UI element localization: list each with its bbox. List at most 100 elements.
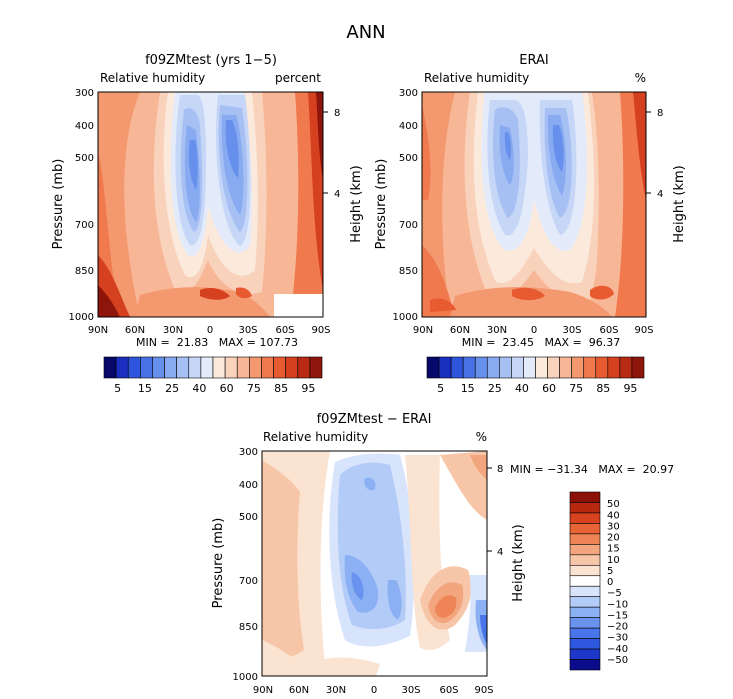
- colorbar-swatch: [115, 356, 129, 379]
- colorbar-label: 60: [220, 382, 234, 395]
- contour-field: [98, 92, 323, 317]
- y-tick-label: 850: [399, 266, 418, 277]
- colorbar-swatch: [569, 585, 601, 598]
- colorbar-swatch: [569, 575, 601, 587]
- colorbar-label: 85: [596, 382, 610, 395]
- colorbar-label: 30: [607, 521, 620, 532]
- y-tick-label: 1000: [233, 672, 258, 683]
- x-tick-label: 60N: [450, 325, 470, 336]
- x-tick-label: 0: [371, 685, 377, 696]
- colorbar-swatch: [569, 617, 601, 629]
- y-tick-label: 300: [75, 88, 94, 99]
- x-tick-label: 90N: [88, 325, 108, 336]
- colorbar: 5 15 25 40 60 75 85 95: [426, 356, 645, 395]
- colorbar-label: −15: [607, 610, 628, 621]
- y-axis-right: 8 4 Height (km): [487, 464, 526, 602]
- colorbar-swatch: [559, 356, 572, 379]
- contour-field: [422, 92, 646, 317]
- colorbar-swatch: [569, 648, 601, 660]
- colorbar-swatch: [619, 356, 633, 379]
- colorbar-swatch: [103, 356, 117, 379]
- colorbar-swatch: [569, 523, 601, 535]
- colorbar-swatch: [261, 356, 274, 379]
- colorbar-label: 85: [274, 382, 288, 395]
- x-tick-label: 60N: [289, 685, 309, 696]
- x-tick-label: 90N: [413, 325, 433, 336]
- panel-subtitle-left: Relative humidity: [424, 71, 529, 85]
- x-tick-label: 60N: [125, 325, 145, 336]
- colorbar-swatch: [535, 356, 548, 379]
- colorbar-label: 10: [607, 555, 620, 566]
- contour-field: [262, 451, 487, 676]
- min-max-label: MIN = −31.34 MAX = 20.97: [510, 463, 674, 476]
- colorbar-swatch: [569, 596, 601, 608]
- colorbar-swatch: [285, 356, 299, 379]
- colorbar-label: 15: [461, 382, 475, 395]
- colorbar-swatch: [297, 356, 311, 379]
- colorbar-swatch: [583, 356, 597, 379]
- x-tick-label: 90S: [311, 325, 330, 336]
- colorbar-swatch: [569, 491, 601, 503]
- y-tick-label: 700: [239, 576, 258, 587]
- y-tick-label: 300: [239, 447, 258, 458]
- colorbar-swatch: [224, 356, 238, 379]
- y-tick-label: 700: [75, 220, 94, 231]
- y2-axis-title: Height (km): [672, 165, 687, 242]
- panel-title: f09ZMtest − ERAI: [317, 412, 432, 427]
- y-axis-right: 8 4 Height (km): [323, 108, 364, 243]
- colorbar-swatch: [569, 627, 601, 639]
- colorbar-swatch: [273, 356, 286, 379]
- colorbar-swatch: [127, 356, 141, 379]
- colorbar-swatch: [511, 356, 524, 379]
- colorbar-label: −50: [607, 655, 628, 666]
- y-tick-label: 400: [399, 121, 418, 132]
- colorbar-swatch: [236, 356, 250, 379]
- x-tick-label: 60S: [275, 325, 294, 336]
- y-tick-label: 500: [239, 512, 258, 523]
- colorbar-swatch: [569, 564, 601, 577]
- x-tick-label: 0: [207, 325, 213, 336]
- y-tick-label: 500: [75, 153, 94, 164]
- colorbar-swatch: [188, 356, 202, 379]
- colorbar-swatch: [450, 356, 464, 379]
- colorbar-swatch: [438, 356, 452, 379]
- x-tick-label: 30N: [487, 325, 507, 336]
- y2-tick-label: 4: [657, 189, 663, 200]
- colorbar-swatch: [474, 356, 488, 379]
- colorbar-label: 0: [607, 577, 613, 588]
- colorbar-swatch: [140, 356, 153, 379]
- y-axis-title: Pressure (mb): [51, 159, 66, 250]
- y-tick-label: 1000: [69, 312, 94, 323]
- min-max-label: MIN = 23.45 MAX = 96.37: [462, 336, 620, 349]
- colorbar-label: 40: [192, 382, 206, 395]
- x-tick-label: 60S: [439, 685, 458, 696]
- colorbar-swatch: [607, 356, 621, 379]
- colorbar-label: 5: [607, 566, 613, 577]
- x-tick-label: 30N: [163, 325, 183, 336]
- colorbar-swatch: [200, 356, 214, 379]
- panel-subtitle-right: %: [476, 430, 487, 444]
- x-tick-label: 90S: [474, 685, 493, 696]
- colorbar-label: −40: [607, 644, 628, 655]
- y2-tick-label: 8: [334, 108, 340, 119]
- colorbar-swatch: [152, 356, 165, 379]
- colorbar-label: 50: [607, 499, 620, 510]
- colorbar-swatch: [547, 356, 560, 379]
- colorbar-swatch: [569, 533, 601, 545]
- colorbar-label: 25: [165, 382, 179, 395]
- x-tick-label: 30S: [562, 325, 581, 336]
- colorbar-swatch: [631, 356, 645, 379]
- x-axis: 90N 60N 30N 0 30S 60S 90S: [253, 685, 494, 696]
- x-tick-label: 90N: [253, 685, 273, 696]
- x-axis: 90N 60N 30N 0 30S 60S 90S: [413, 325, 654, 336]
- colorbar-label: −10: [607, 599, 628, 610]
- y-axis-left: 300 400 500 700 850 1000 Pressure (mb): [211, 447, 258, 683]
- colorbar-swatch: [569, 606, 601, 618]
- y-axis-left: 300 400 500 700 850 1000 Pressure (mb): [51, 88, 94, 323]
- y-axis-left: 300 400 500 700 850 1000 Pressure (mb): [374, 88, 418, 323]
- colorbar-swatch: [426, 356, 440, 379]
- colorbar-swatch: [569, 502, 601, 514]
- colorbar-swatch: [309, 356, 323, 379]
- colorbar-label: −5: [607, 588, 622, 599]
- x-tick-label: 90S: [634, 325, 653, 336]
